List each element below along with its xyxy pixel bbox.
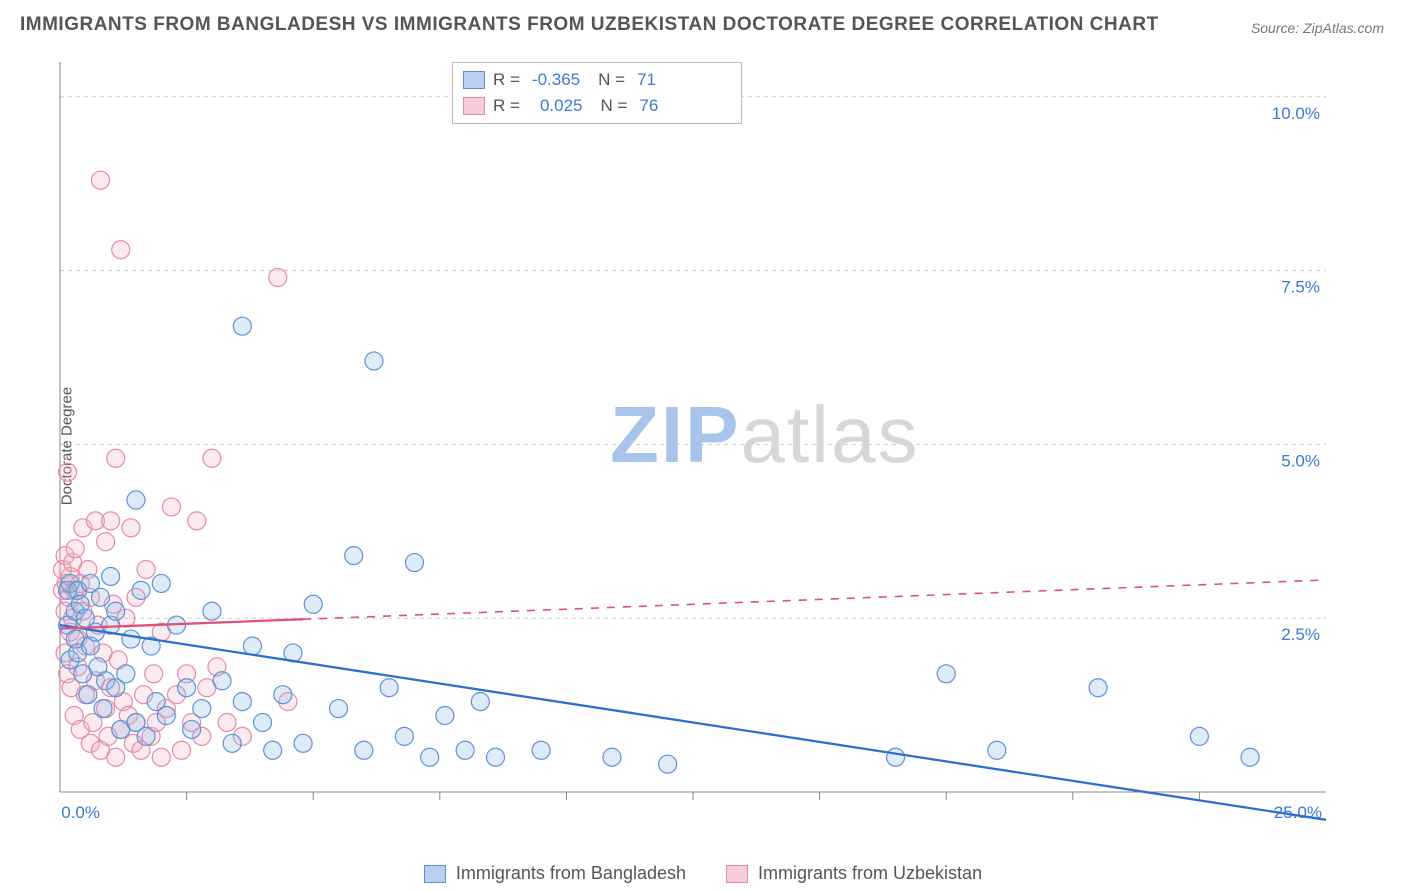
legend-label-uzbekistan: Immigrants from Uzbekistan <box>758 863 982 884</box>
watermark-zip: ZIP <box>610 390 740 479</box>
x-minor-ticks <box>187 792 1200 800</box>
stats-legend: R = -0.365 N = 71 R = 0.025 N = 76 <box>452 62 742 124</box>
n-label: N = <box>600 96 627 116</box>
svg-text:5.0%: 5.0% <box>1281 451 1320 470</box>
origin-y-label: 0.0% <box>61 803 100 822</box>
series-legend: Immigrants from Bangladesh Immigrants fr… <box>0 863 1406 884</box>
n-value-bangladesh: 71 <box>637 70 656 90</box>
svg-text:7.5%: 7.5% <box>1281 278 1320 297</box>
svg-text:2.5%: 2.5% <box>1281 625 1320 644</box>
r-label: R = <box>493 96 520 116</box>
source-name: ZipAtlas.com <box>1303 20 1384 36</box>
r-value-bangladesh: -0.365 <box>532 70 580 90</box>
swatch-bangladesh <box>463 71 485 89</box>
watermark: ZIPatlas <box>610 390 919 479</box>
watermark-atlas: atlas <box>740 390 919 479</box>
swatch-uzbekistan <box>726 865 748 883</box>
legend-item-bangladesh: Immigrants from Bangladesh <box>424 863 686 884</box>
scatter-plot: 2.5%5.0%7.5%10.0% 0.0% 25.0% ZIPatlas <box>50 62 1366 832</box>
gridlines <box>60 97 1326 618</box>
y-tick-labels: 2.5% 5.0% 7.5% 10.0% <box>1272 104 1320 644</box>
chart-title: IMMIGRANTS FROM BANGLADESH VS IMMIGRANTS… <box>20 14 1159 36</box>
series-bangladesh-points <box>59 317 1259 773</box>
n-label: N = <box>598 70 625 90</box>
legend-item-uzbekistan: Immigrants from Uzbekistan <box>726 863 982 884</box>
source-attribution: Source: ZipAtlas.com <box>1251 20 1384 36</box>
n-value-uzbekistan: 76 <box>639 96 658 116</box>
r-value-uzbekistan: 0.025 <box>540 96 583 116</box>
swatch-uzbekistan <box>463 97 485 115</box>
stats-row-bangladesh: R = -0.365 N = 71 <box>463 67 731 93</box>
source-prefix: Source: <box>1251 20 1299 36</box>
stats-row-uzbekistan: R = 0.025 N = 76 <box>463 93 731 119</box>
swatch-bangladesh <box>424 865 446 883</box>
legend-label-bangladesh: Immigrants from Bangladesh <box>456 863 686 884</box>
r-label: R = <box>493 70 520 90</box>
svg-text:10.0%: 10.0% <box>1272 104 1320 123</box>
